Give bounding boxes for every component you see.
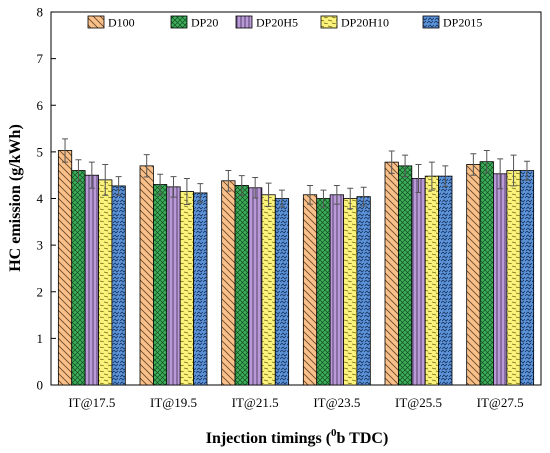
- bar-dp20: [234, 185, 249, 386]
- bar-dp20h5: [493, 173, 508, 386]
- bar-dp20h10: [506, 170, 521, 386]
- error-bar: [402, 154, 409, 178]
- bar-dp20h10: [98, 179, 113, 386]
- error-bar: [225, 170, 232, 192]
- y-axis-title: HC emission (g/kWh): [7, 124, 24, 272]
- y-tick-label: 7: [37, 51, 44, 66]
- y-tick-label: 1: [37, 331, 44, 346]
- bar-series: [57, 150, 535, 386]
- bar-d100: [466, 164, 481, 386]
- error-bar: [483, 149, 490, 174]
- y-tick-label: 4: [37, 191, 44, 206]
- bar-dp20h5: [84, 174, 99, 386]
- legend-label-d100: D100: [108, 16, 135, 30]
- error-bar: [265, 182, 272, 207]
- y-tick-label: 5: [37, 144, 44, 159]
- legend-swatch-dp20h10: [320, 15, 338, 29]
- error-bar: [102, 163, 109, 196]
- error-bar: [388, 150, 395, 174]
- bar-dp20: [397, 165, 413, 386]
- error-bar: [428, 161, 435, 191]
- x-tick-label: IT@23.5: [313, 395, 360, 410]
- y-tick-label: 2: [37, 284, 44, 299]
- error-bar: [415, 163, 422, 193]
- error-bar: [510, 154, 517, 187]
- bar-d100: [384, 161, 399, 386]
- error-bar: [470, 153, 477, 176]
- x-tick-label: IT@19.5: [150, 395, 197, 410]
- bar-dp20: [479, 161, 494, 386]
- bar-d100: [139, 165, 154, 386]
- legend-swatch-dp20h5: [235, 15, 253, 29]
- bar-dp2015: [111, 185, 126, 386]
- y-tick-label: 8: [37, 5, 44, 20]
- legend-swatch-d100: [87, 15, 105, 29]
- bar-dp20h5: [166, 186, 181, 386]
- bar-dp20h10: [261, 194, 276, 386]
- bar-dp20h5: [248, 187, 263, 386]
- bar-d100: [57, 150, 73, 386]
- x-tick-label: IT@25.5: [395, 395, 442, 410]
- error-bar: [143, 154, 150, 178]
- bar-dp20: [152, 184, 168, 386]
- legend: D100 DP20 DP20H5 DP20H10 DP2015: [87, 15, 482, 30]
- legend-label-dp2015: DP2015: [443, 16, 482, 30]
- bar-dp20h10: [179, 191, 194, 386]
- bar-dp20: [71, 170, 86, 386]
- legend-swatch-dp2015: [422, 15, 440, 29]
- bar-dp2015: [519, 170, 535, 386]
- error-bar: [157, 173, 164, 196]
- bar-dp20h5: [329, 194, 344, 386]
- legend-label-dp20h10: DP20H10: [341, 16, 389, 30]
- error-bar: [333, 184, 340, 205]
- error-bar: [497, 158, 504, 190]
- error-bar: [307, 184, 314, 205]
- error-bar: [347, 187, 354, 210]
- x-axis-title-tail: b TDC): [337, 430, 389, 447]
- error-bar: [360, 186, 367, 207]
- bar-dp20h10: [343, 198, 358, 386]
- x-axis-title: Injection timings (0b TDC): [206, 427, 389, 447]
- error-bar: [197, 183, 204, 203]
- y-axis-ticks: 0 1 2 3 4 5 6 7 8: [37, 5, 56, 393]
- error-bar: [62, 138, 69, 163]
- bar-dp2015: [356, 196, 371, 386]
- bar-dp20h5: [411, 178, 426, 386]
- legend-swatch-dp20: [170, 15, 188, 29]
- legend-label-dp20: DP20: [191, 16, 218, 30]
- y-tick-label: 0: [37, 378, 44, 393]
- x-axis-title-superscript: 0: [331, 427, 337, 439]
- bar-dp2015: [274, 198, 290, 386]
- bar-dp2015: [193, 192, 208, 386]
- error-bar: [320, 189, 327, 208]
- x-tick-label: IT@27.5: [477, 395, 524, 410]
- error-bar: [183, 177, 190, 206]
- y-tick-label: 3: [37, 238, 44, 253]
- error-bar: [75, 159, 82, 182]
- error-bar: [523, 160, 530, 181]
- error-bar: [238, 175, 245, 196]
- bar-dp20h10: [424, 175, 440, 386]
- error-bar: [88, 161, 95, 189]
- error-bar: [115, 176, 122, 196]
- x-axis-title-main: Injection timings (: [206, 430, 331, 447]
- error-bar: [252, 177, 259, 199]
- bar-d100: [221, 180, 236, 386]
- x-tick-label: IT@21.5: [232, 395, 279, 410]
- legend-label-dp20h5: DP20H5: [256, 16, 298, 30]
- error-bars: [62, 138, 530, 210]
- error-bar: [170, 176, 177, 198]
- error-bar: [442, 165, 449, 187]
- y-tick-label: 6: [37, 98, 44, 113]
- bar-dp20: [316, 198, 331, 386]
- bar-d100: [302, 194, 318, 386]
- x-axis-ticks: IT@17.5 IT@19.5 IT@21.5 IT@23.5 IT@25.5 IT@27…: [68, 380, 524, 410]
- error-bar: [278, 189, 285, 208]
- x-tick-label: IT@17.5: [68, 395, 115, 410]
- bar-dp2015: [438, 175, 453, 386]
